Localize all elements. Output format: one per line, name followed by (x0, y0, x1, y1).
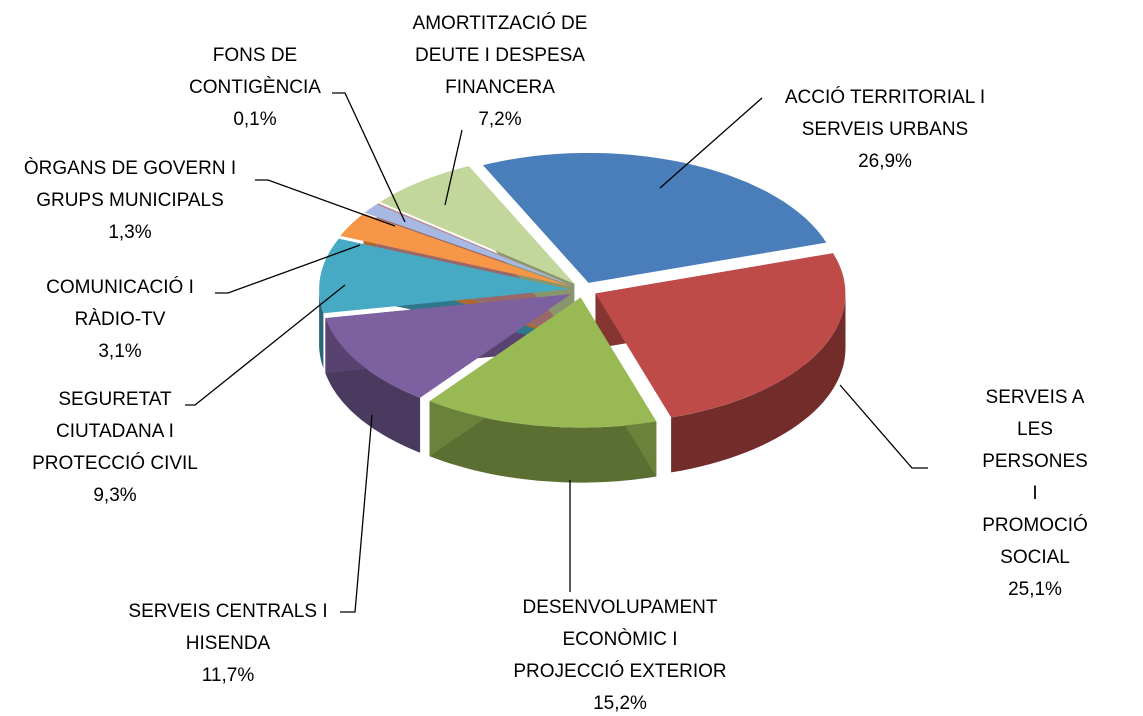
slice-label: FONS DE CONTIGÈNCIA 0,1% (189, 40, 321, 136)
leader-line (659, 97, 763, 189)
slice-label: ÒRGANS DE GOVERN I GRUPS MUNICIPALS 1,3% (24, 153, 236, 249)
category-label: FONS DE CONTIGÈNCIA (189, 45, 321, 98)
slice-label: AMORTITZACIÓ DE DEUTE I DESPESA FINANCER… (413, 8, 588, 136)
slice (319, 238, 570, 314)
slice-label: SEGURETAT CIUTADANA I PROTECCIÓ CIVIL 9,3… (32, 384, 198, 512)
category-label: ÒRGANS DE GOVERN I GRUPS MUNICIPALS (23, 158, 237, 211)
slice-label: COMUNICACIÓ I RÀDIO-TV 3,1% (46, 272, 194, 368)
slice (364, 204, 572, 286)
value-label: 26,9% (858, 151, 912, 172)
slice (325, 294, 572, 398)
value-label: 25,1% (1008, 579, 1062, 600)
leader-line (332, 92, 406, 223)
value-label: 3,1% (98, 341, 142, 362)
slice (340, 213, 571, 287)
category-label: DESENVOLUPAMENT ECONÒMIC I PROJECCIÓ EXT… (513, 597, 727, 682)
category-label: ACCIÓ TERRITORIAL I SERVEIS URBANS (784, 87, 986, 140)
value-label: 7,2% (478, 109, 522, 130)
slice (429, 297, 657, 428)
value-label: 11,7% (201, 665, 255, 686)
leader-line (185, 284, 346, 406)
slice-label: ACCIÓ TERRITORIAL I SERVEIS URBANS 26,9% (785, 82, 985, 178)
slice (377, 203, 573, 286)
slice-label: SERVEIS A LES PERSONES I PROMOCIÓ SOCIAL… (981, 382, 1089, 606)
leader-line (255, 179, 396, 227)
value-label: 15,2% (593, 693, 647, 714)
category-label: SEGURETAT CIUTADANA I PROTECCIÓ CIVIL (32, 389, 198, 474)
value-label: 9,3% (93, 485, 137, 506)
slice-label: SERVEIS CENTRALS I HISENDA 11,7% (128, 596, 327, 692)
leader-line (340, 414, 373, 613)
category-label: COMUNICACIÓ I RÀDIO-TV (46, 277, 194, 330)
slice (482, 153, 827, 283)
category-label: AMORTITZACIÓ DE DEUTE I DESPESA FINANCER… (412, 13, 588, 98)
leader-line (444, 129, 463, 206)
leader-line (839, 384, 928, 469)
value-label: 0,1% (233, 109, 277, 130)
category-label: SERVEIS CENTRALS I HISENDA (128, 601, 328, 654)
category-label: SERVEIS A LES PERSONES I PROMOCIÓ SOCIAL (982, 387, 1088, 568)
value-label: 1,3% (108, 222, 152, 243)
slice-side (429, 401, 657, 483)
slice (380, 166, 575, 284)
slice-side (325, 318, 421, 453)
leader-line (215, 244, 361, 294)
slice (595, 253, 846, 418)
slice-side (671, 293, 846, 473)
slice-label: DESENVOLUPAMENT ECONÒMIC I PROJECCIÓ EXT… (513, 592, 726, 716)
slice-side (319, 289, 324, 369)
